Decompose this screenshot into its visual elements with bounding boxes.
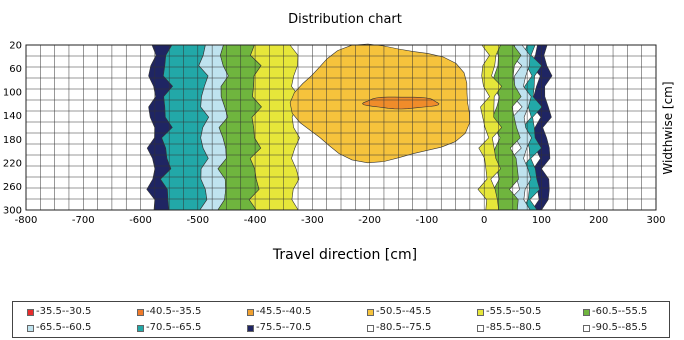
- legend-item: -75.5--70.5: [247, 322, 311, 334]
- x-tick-label: -300: [301, 215, 324, 226]
- x-tick-label: -500: [186, 215, 209, 226]
- y-tick-label: 220: [3, 158, 22, 169]
- legend-label: -60.5--55.5: [592, 306, 648, 317]
- legend-swatch: [137, 324, 144, 332]
- legend-swatch: [583, 308, 590, 316]
- x-tick-label: -700: [72, 215, 95, 226]
- x-tick-label: -800: [15, 215, 38, 226]
- x-tick-label: 0: [481, 215, 487, 226]
- legend-label: -40.5--35.5: [146, 306, 202, 317]
- x-tick-label: 100: [532, 215, 551, 226]
- legend-label: -35.5--30.5: [36, 306, 92, 317]
- legend-label: -55.5--50.5: [486, 306, 542, 317]
- legend-swatch: [583, 324, 590, 332]
- legend-item: -40.5--35.5: [137, 306, 201, 318]
- legend-label: -80.5--75.5: [376, 322, 432, 333]
- y-tick-label: 260: [3, 182, 22, 193]
- legend-item: -65.5--60.5: [27, 322, 91, 334]
- plot-frame: [25, 44, 657, 211]
- y-axis-label: Widthwise [cm]: [661, 81, 675, 174]
- legend-swatch: [27, 324, 34, 332]
- distribution-chart: Distribution chart -800 -700 -600 -500 -400-…: [3, 12, 675, 263]
- x-tick-label: -600: [129, 215, 152, 226]
- legend-item: -45.5--40.5: [247, 306, 311, 318]
- legend-swatch: [477, 324, 484, 332]
- plot-grid: [25, 44, 657, 211]
- y-tick-label: 180: [3, 135, 22, 146]
- y-tick-label: 300: [3, 206, 22, 217]
- legend-swatch: [247, 308, 254, 316]
- legend-swatch: [367, 324, 374, 332]
- x-tick-label: 200: [589, 215, 608, 226]
- legend-label: -70.5--65.5: [146, 322, 202, 333]
- legend-swatch: [27, 308, 34, 316]
- y-tick-label: 140: [3, 111, 22, 122]
- legend-item: -55.5--50.5: [477, 306, 541, 318]
- legend: -35.5--30.5 -40.5--35.5 -45.5--40.5 -50.5--…: [12, 301, 670, 338]
- legend-label: -90.5--85.5: [592, 322, 648, 333]
- legend-item: -50.5--45.5: [367, 306, 431, 318]
- legend-label: -65.5--60.5: [36, 322, 92, 333]
- legend-label: -50.5--45.5: [376, 306, 432, 317]
- legend-swatch: [367, 308, 374, 316]
- legend-label: -45.5--40.5: [256, 306, 312, 317]
- legend-item: -85.5--80.5: [477, 322, 541, 334]
- x-tick-label: -200: [358, 215, 381, 226]
- legend-swatch: [477, 308, 484, 316]
- chart-title: Distribution chart: [288, 12, 402, 27]
- x-tick-label: 300: [646, 215, 665, 226]
- legend-item: -80.5--75.5: [367, 322, 431, 334]
- y-tick-label: 60: [9, 64, 22, 75]
- legend-item: -70.5--65.5: [137, 322, 201, 334]
- y-tick-label: 100: [3, 88, 22, 99]
- legend-swatch: [247, 324, 254, 332]
- x-tick-label: -400: [244, 215, 267, 226]
- x-tick-label: -100: [416, 215, 439, 226]
- legend-item: -60.5--55.5: [583, 306, 647, 318]
- legend-item: -35.5--30.5: [27, 306, 91, 318]
- y-tick-label: 20: [9, 41, 22, 52]
- legend-label: -85.5--80.5: [486, 322, 542, 333]
- legend-item: -90.5--85.5: [583, 322, 647, 334]
- axes: -800 -700 -600 -500 -400 -300 -200 -100 0 100 200 3…: [3, 41, 666, 227]
- legend-swatch: [137, 308, 144, 316]
- x-axis-label: Travel direction [cm]: [272, 247, 417, 263]
- legend-label: -75.5--70.5: [256, 322, 312, 333]
